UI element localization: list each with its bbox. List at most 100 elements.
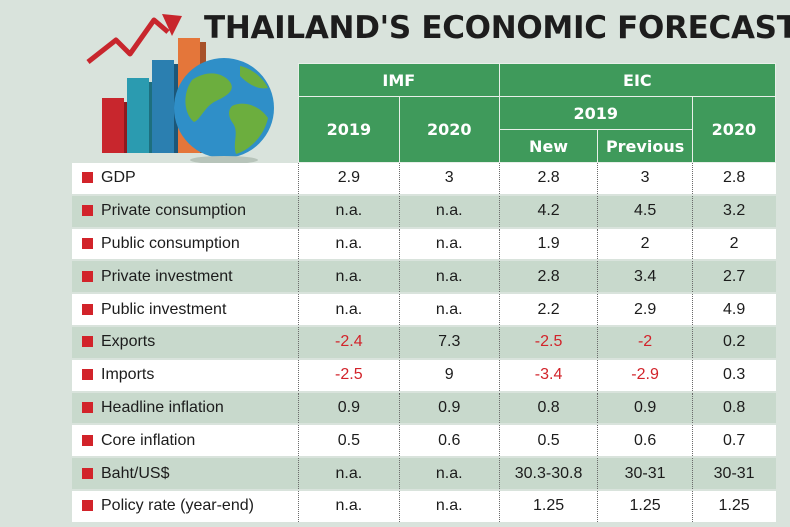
value-cell: 0.2: [691, 325, 776, 360]
value-cell: n.a.: [398, 227, 500, 262]
globe-icon: [174, 58, 274, 164]
row-label-cell: Headline inflation: [72, 391, 299, 426]
row-label-cell: Public consumption: [72, 227, 299, 262]
value-cell: 4.9: [691, 293, 776, 327]
value-cell: 2.9: [297, 162, 400, 196]
row-label: Headline inflation: [101, 398, 224, 416]
value-cell: 3: [398, 162, 500, 196]
red-square-bullet-icon: [82, 401, 93, 413]
row-label-cell: Policy rate (year-end): [72, 489, 299, 524]
value-cell: 30.3-30.8: [498, 457, 598, 491]
header-eic-2019: 2019: [498, 96, 693, 130]
value-cell: -2: [597, 325, 693, 360]
value-cell: 0.9: [597, 391, 693, 426]
value-cell: 0.8: [691, 391, 776, 426]
value-cell: 0.9: [297, 391, 400, 426]
header-eic: EIC: [498, 63, 777, 97]
red-square-bullet-icon: [82, 369, 93, 381]
row-label-cell: Imports: [72, 358, 299, 393]
value-cell: n.a.: [398, 194, 500, 229]
value-cell: n.a.: [297, 227, 400, 262]
value-cell: 1.9: [498, 227, 598, 262]
row-label: Private consumption: [101, 202, 246, 220]
table-row: Imports -2.5 9 -3.4 -2.9 0.3: [72, 358, 776, 393]
row-label-cell: GDP: [72, 162, 299, 196]
row-label: Public consumption: [101, 234, 240, 252]
value-cell: 2.8: [691, 162, 776, 196]
value-cell: 0.7: [691, 424, 776, 459]
value-cell: 0.3: [691, 358, 776, 393]
value-cell: n.a.: [297, 489, 400, 524]
value-cell: 7.3: [398, 325, 500, 360]
value-cell: 4.5: [597, 194, 693, 229]
trend-arrow-icon: [86, 14, 182, 64]
header-corner-3: [72, 130, 298, 163]
red-square-bullet-icon: [82, 500, 93, 512]
value-cell: 3: [597, 162, 693, 196]
value-cell: 0.6: [597, 424, 693, 459]
table-row: Headline inflation 0.9 0.9 0.8 0.9 0.8: [72, 391, 776, 426]
table-row: Core inflation 0.5 0.6 0.5 0.6 0.7: [72, 424, 776, 459]
value-cell: 2.8: [498, 162, 598, 196]
infographic-title: THAILAND'S ECONOMIC FORECASTS: [204, 10, 790, 46]
value-cell: 1.25: [691, 489, 776, 524]
value-cell: 0.8: [498, 391, 598, 426]
header-imf: IMF: [297, 63, 500, 97]
table-row: Public investment n.a. n.a. 2.2 2.9 4.9: [72, 293, 776, 327]
value-cell: n.a.: [297, 194, 400, 229]
value-cell: -2.9: [597, 358, 693, 393]
value-cell: -2.4: [297, 325, 400, 360]
row-label: GDP: [101, 169, 136, 187]
header-eic-new: New: [498, 129, 599, 163]
value-cell: 0.5: [498, 424, 598, 459]
value-cell: 2: [597, 227, 693, 262]
value-cell: 2.8: [498, 260, 598, 295]
row-label-cell: Public investment: [72, 293, 299, 327]
value-cell: 0.9: [398, 391, 500, 426]
value-cell: 3.4: [597, 260, 693, 295]
value-cell: n.a.: [398, 457, 500, 491]
red-square-bullet-icon: [82, 434, 93, 446]
value-cell: 30-31: [691, 457, 776, 491]
red-square-bullet-icon: [82, 172, 93, 184]
value-cell: 1.25: [597, 489, 693, 524]
value-cell: 0.6: [398, 424, 500, 459]
header-imf-2020: 2020: [398, 96, 500, 163]
value-cell: 2.2: [498, 293, 598, 327]
row-label: Imports: [101, 366, 155, 384]
row-label: Exports: [101, 333, 156, 351]
value-cell: n.a.: [398, 489, 500, 524]
row-label: Baht/US$: [101, 464, 170, 482]
red-square-bullet-icon: [82, 237, 93, 249]
table-row: GDP 2.9 3 2.8 3 2.8: [72, 162, 776, 196]
growth-chart-globe-illustration: [86, 14, 274, 164]
forecast-table: IMF EIC 2019 2020 2019 2020 New Previous…: [72, 63, 777, 524]
value-cell: 4.2: [498, 194, 598, 229]
header-eic-previous: Previous: [597, 129, 693, 163]
table-row: Policy rate (year-end) n.a. n.a. 1.25 1.25 1.…: [72, 489, 776, 524]
header-corner: [72, 64, 298, 97]
row-label: Public investment: [101, 300, 227, 318]
header-imf-2019: 2019: [297, 96, 400, 163]
value-cell: -2.5: [297, 358, 400, 393]
value-cell: n.a.: [398, 260, 500, 295]
value-cell: n.a.: [297, 457, 400, 491]
red-square-bullet-icon: [82, 270, 93, 282]
value-cell: 2.7: [691, 260, 776, 295]
row-label: Private investment: [101, 267, 233, 285]
header-eic-2020: 2020: [691, 96, 777, 163]
table-row: Public consumption n.a. n.a. 1.9 2 2: [72, 227, 776, 262]
value-cell: 3.2: [691, 194, 776, 229]
row-label-cell: Baht/US$: [72, 457, 299, 491]
value-cell: n.a.: [398, 293, 500, 327]
table-row: Baht/US$ n.a. n.a. 30.3-30.8 30-31 30-31: [72, 457, 776, 491]
value-cell: n.a.: [297, 260, 400, 295]
red-square-bullet-icon: [82, 467, 93, 479]
row-label: Policy rate (year-end): [101, 497, 254, 515]
value-cell: n.a.: [297, 293, 400, 327]
value-cell: 0.5: [297, 424, 400, 459]
value-cell: 2: [691, 227, 776, 262]
table-row: Exports -2.4 7.3 -2.5 -2 0.2: [72, 325, 776, 360]
row-label-cell: Private consumption: [72, 194, 299, 229]
value-cell: -2.5: [498, 325, 598, 360]
